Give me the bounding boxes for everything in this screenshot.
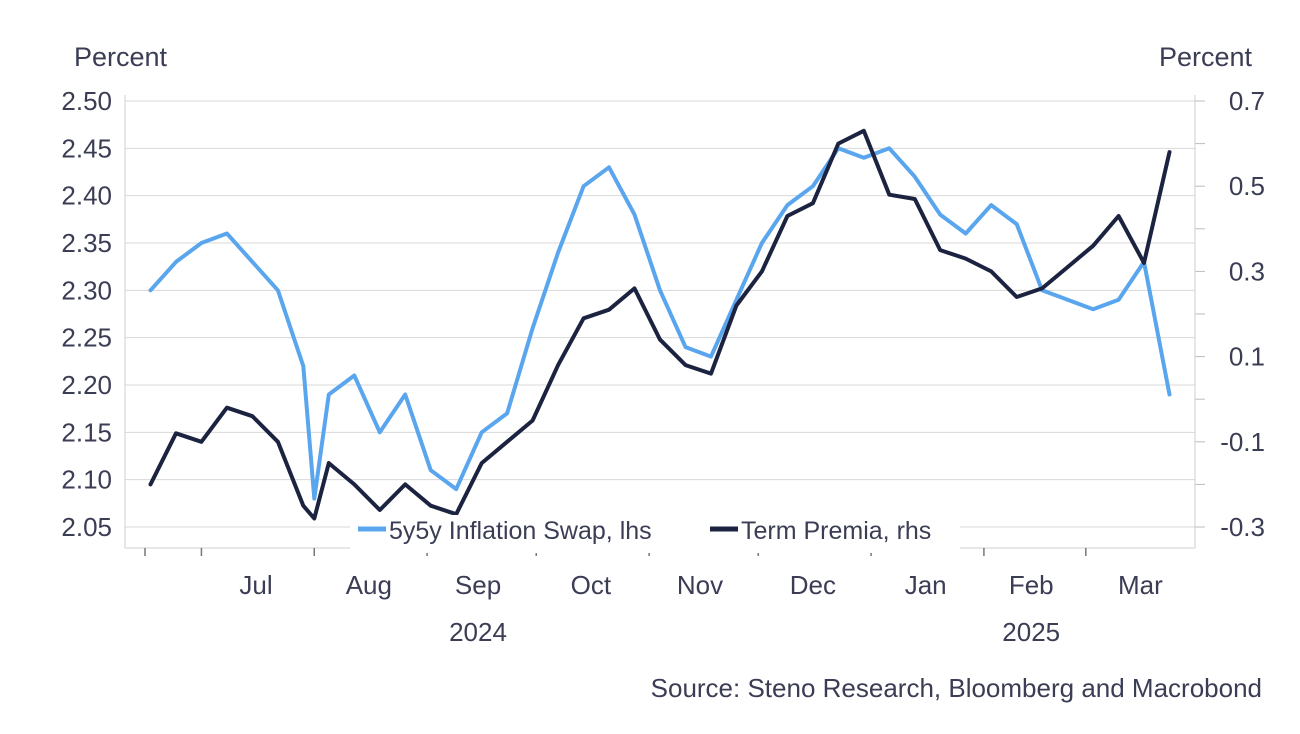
right-axis-unit: Percent xyxy=(1159,42,1253,72)
legend: 5y5y Inflation Swap, lhs Term Premia, rh… xyxy=(350,515,960,553)
y-left-tick-label: 2.10 xyxy=(61,465,112,495)
series-line-term-premia xyxy=(148,128,1172,521)
y-left-tick-label: 2.45 xyxy=(61,133,112,163)
x-month-label: Nov xyxy=(677,570,723,600)
x-month-label: Jan xyxy=(905,570,947,600)
y-left-tick-label: 2.15 xyxy=(61,417,112,447)
y-right-tick-label: -0.3 xyxy=(1220,512,1265,542)
legend-swap-label: 5y5y Inflation Swap, lhs xyxy=(389,517,652,545)
x-month-label: Feb xyxy=(1009,570,1054,600)
left-axis-unit: Percent xyxy=(74,42,168,72)
y-left-tick-label: 2.50 xyxy=(61,86,112,116)
legend-premia-label: Term Premia, rhs xyxy=(741,517,931,545)
y-right-tick-label: 0.5 xyxy=(1229,171,1265,201)
x-month-label: Jul xyxy=(239,570,272,600)
x-month-label: Dec xyxy=(790,570,836,600)
series-lines xyxy=(148,128,1172,521)
series-line-inflation-swap xyxy=(148,146,1172,501)
y-left-tick-label: 2.05 xyxy=(61,512,112,542)
y-left-tick-label: 2.25 xyxy=(61,323,112,353)
y-left-tick-label: 2.20 xyxy=(61,370,112,400)
x-month-label: Mar xyxy=(1118,570,1163,600)
y-right-tick-label: -0.1 xyxy=(1220,427,1265,457)
y-left-tick-label: 2.30 xyxy=(61,275,112,305)
y-left-tick-label: 2.40 xyxy=(61,181,112,211)
x-month-label: Oct xyxy=(571,570,612,600)
x-year-label: 2024 xyxy=(449,617,507,647)
x-month-label: Aug xyxy=(346,570,392,600)
y-right-tick-label: 0.7 xyxy=(1229,86,1265,116)
x-year-label: 2025 xyxy=(1002,617,1060,647)
y-right-tick-label: 0.1 xyxy=(1229,342,1265,372)
y-left-tick-label: 2.35 xyxy=(61,228,112,258)
source-note: Source: Steno Research, Bloomberg and Ma… xyxy=(651,673,1262,703)
axis-labels: 2.05 2.10 2.15 2.20 2.25 2.30 2.35 2.40 2.45 2.50… xyxy=(61,86,1265,647)
y-right-tick-label: 0.3 xyxy=(1229,256,1265,286)
x-month-label: Sep xyxy=(455,570,501,600)
